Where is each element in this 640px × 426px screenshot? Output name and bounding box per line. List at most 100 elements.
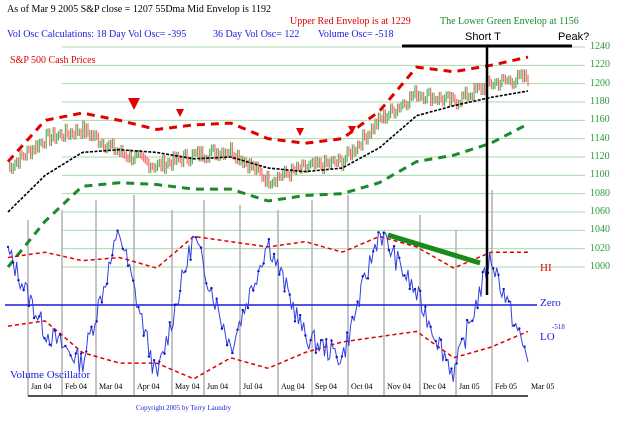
osc-point xyxy=(314,351,318,354)
osc-point xyxy=(288,293,291,296)
lo-label: LO xyxy=(540,331,555,343)
osc-point xyxy=(262,262,265,265)
osc-point xyxy=(372,250,375,253)
osc-point xyxy=(189,258,192,261)
osc-point xyxy=(465,318,469,322)
osc-point xyxy=(215,297,218,300)
y-tick-label: 1240 xyxy=(590,41,610,52)
y-tick-label: 1140 xyxy=(590,132,610,144)
osc-point xyxy=(330,339,333,342)
volume-oscillator-line xyxy=(7,228,529,383)
month-label: Jan 04 xyxy=(31,382,52,391)
osc-point xyxy=(246,306,250,310)
osc-point xyxy=(64,344,67,348)
osc-point xyxy=(325,338,328,341)
osc-point xyxy=(413,287,417,291)
sell-triangle-marker xyxy=(296,128,304,136)
osc-point xyxy=(408,287,411,291)
osc-point xyxy=(205,282,208,285)
zero-label: Zero xyxy=(540,297,561,309)
y-tick-label: 1180 xyxy=(590,96,610,107)
osc-point xyxy=(309,339,312,342)
osc-point xyxy=(194,236,198,239)
y-tick-label: 1020 xyxy=(590,242,610,254)
osc-point xyxy=(267,238,271,241)
osc-point xyxy=(460,337,464,341)
osc-point xyxy=(382,231,385,235)
osc-point xyxy=(361,275,364,278)
month-label: Jan 05 xyxy=(459,382,480,391)
vol-osc-36-text: 36 Day Vol Osc= 122 xyxy=(213,29,300,40)
osc-point xyxy=(476,306,479,310)
upper-envelope-text: Upper Red Envelop is at 1229 xyxy=(290,16,411,27)
osc-point xyxy=(450,367,453,370)
osc-point xyxy=(455,362,458,365)
osc-point xyxy=(335,355,338,359)
y-tick-label: 1100 xyxy=(590,169,610,181)
osc-lo-band xyxy=(7,320,529,380)
osc-point xyxy=(497,273,500,277)
osc-point xyxy=(403,274,406,277)
osc-point xyxy=(398,256,401,260)
osc-point xyxy=(168,321,171,324)
osc-point xyxy=(272,252,276,256)
short-t-label: Short T xyxy=(465,31,501,43)
osc-point xyxy=(236,328,239,331)
osc-point xyxy=(173,303,177,306)
osc-point xyxy=(121,247,124,251)
y-tick-label: 1200 xyxy=(590,77,610,89)
month-label: May 04 xyxy=(175,382,200,391)
month-label: Jul 04 xyxy=(243,382,263,391)
mid-envelope-line xyxy=(7,90,529,213)
osc-point xyxy=(69,354,72,357)
hi-label: HI xyxy=(540,262,552,274)
osc-point xyxy=(116,229,119,232)
osc-point xyxy=(252,289,255,292)
lo-value-label: -518 xyxy=(552,323,565,331)
lower-envelope-line xyxy=(6,122,529,268)
osc-point xyxy=(90,325,93,328)
volume-osc-text: Volume Osc= -518 xyxy=(318,29,394,40)
month-label: Apr 04 xyxy=(137,382,160,391)
osc-point xyxy=(345,331,349,334)
osc-point xyxy=(137,305,140,309)
month-label: Nov 04 xyxy=(387,382,411,391)
osc-point xyxy=(85,350,88,353)
osc-point xyxy=(48,343,51,346)
osc-point xyxy=(445,358,448,362)
osc-point xyxy=(518,327,521,330)
copyright: Copyright 2005 by Terry Laundry xyxy=(136,404,232,412)
osc-point xyxy=(22,288,25,292)
osc-point xyxy=(512,324,516,327)
osc-point xyxy=(132,279,135,282)
osc-point xyxy=(184,270,187,273)
osc-point xyxy=(492,267,495,270)
month-label: Mar 04 xyxy=(99,382,123,391)
month-label: Oct 04 xyxy=(351,382,373,391)
osc-point xyxy=(392,245,396,248)
osc-point xyxy=(429,325,432,329)
osc-point xyxy=(17,278,20,282)
osc-point xyxy=(507,300,511,303)
y-tick-label: 1080 xyxy=(590,187,610,199)
divergence-line xyxy=(387,232,481,266)
month-label: Feb 04 xyxy=(65,382,87,391)
osc-point xyxy=(32,316,36,320)
header-status-line: As of Mar 9 2005 S&P close = 1207 55Dma … xyxy=(7,4,272,15)
osc-point xyxy=(152,358,156,362)
month-label: Feb 05 xyxy=(495,382,517,391)
month-label: Jun 04 xyxy=(207,382,229,391)
month-label: Mar 05 xyxy=(531,382,555,391)
osc-point xyxy=(142,334,145,337)
osc-point xyxy=(147,355,151,358)
sell-triangle-marker xyxy=(128,98,140,110)
osc-point xyxy=(225,343,229,347)
osc-title: Volume Oscillator xyxy=(10,369,91,381)
osc-point xyxy=(319,339,323,342)
month-label: Dec 04 xyxy=(423,382,446,391)
osc-point xyxy=(340,355,344,358)
osc-point xyxy=(74,352,78,355)
osc-point xyxy=(304,334,307,337)
osc-point xyxy=(377,231,380,234)
